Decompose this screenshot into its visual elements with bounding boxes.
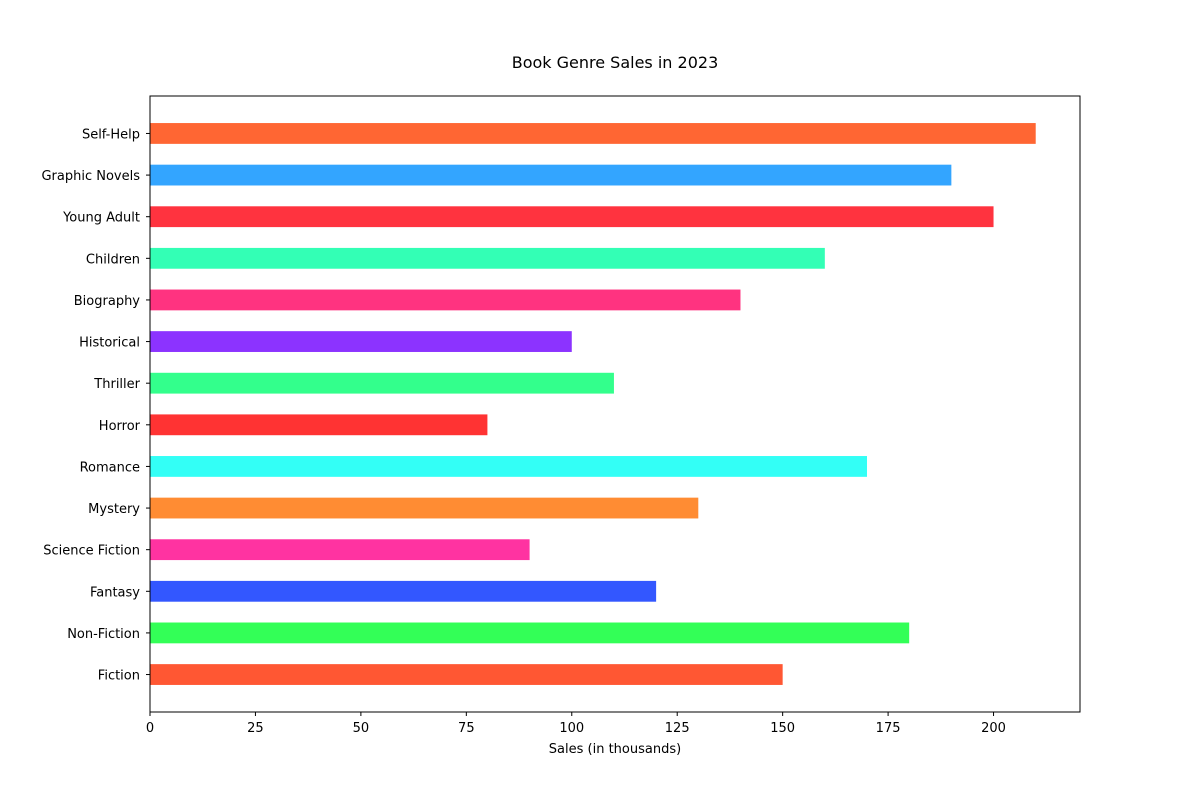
bar-horror bbox=[150, 414, 488, 436]
y-tick-label: Thriller bbox=[93, 377, 140, 392]
plot-frame bbox=[149, 95, 1081, 713]
y-tick-label: Science Fiction bbox=[43, 544, 140, 559]
x-tick-label: 75 bbox=[458, 721, 475, 736]
bar-science-fiction bbox=[150, 539, 530, 561]
bar-fantasy bbox=[150, 580, 657, 602]
bar-romance bbox=[150, 456, 868, 477]
y-tick-label: Fantasy bbox=[90, 585, 140, 600]
bar-self-help bbox=[150, 123, 1036, 144]
y-tick-label: Biography bbox=[74, 294, 141, 309]
x-tick-label: 100 bbox=[559, 721, 584, 736]
bar-non-fiction bbox=[150, 622, 910, 644]
y-axis-ticks: Fiction Non-Fiction Fantasy Science Fiction… bbox=[41, 127, 150, 684]
bar-fiction bbox=[150, 664, 783, 685]
x-tick-label: 125 bbox=[665, 721, 690, 736]
x-tick-label: 0 bbox=[146, 721, 154, 736]
bar-thriller bbox=[150, 372, 614, 394]
bar-young-adult bbox=[150, 206, 994, 228]
y-tick-label: Fiction bbox=[98, 669, 140, 684]
x-tick-label: 175 bbox=[876, 721, 901, 736]
y-tick-label: Historical bbox=[79, 336, 140, 351]
y-tick-label: Children bbox=[86, 252, 140, 267]
bar-children bbox=[150, 247, 825, 269]
y-tick-label: Self-Help bbox=[82, 127, 140, 142]
y-tick-label: Horror bbox=[99, 419, 141, 434]
bars-layer bbox=[150, 123, 1036, 685]
y-tick-label: Romance bbox=[80, 460, 140, 475]
y-tick-label: Mystery bbox=[88, 502, 140, 517]
x-tick-label: 150 bbox=[770, 721, 795, 736]
x-axis-ticks: 0 25 50 75 100 125 150 175 200 bbox=[146, 712, 1006, 736]
bar-biography bbox=[150, 289, 741, 311]
bar-historical bbox=[150, 331, 572, 352]
bar-mystery bbox=[150, 497, 699, 519]
x-axis-label: Sales (in thousands) bbox=[549, 742, 681, 757]
y-tick-label: Graphic Novels bbox=[41, 169, 140, 184]
y-tick-label: Non-Fiction bbox=[67, 627, 140, 642]
x-tick-label: 25 bbox=[247, 721, 264, 736]
y-tick-label: Young Adult bbox=[62, 211, 140, 226]
chart-title: Book Genre Sales in 2023 bbox=[512, 53, 719, 72]
x-tick-label: 50 bbox=[353, 721, 370, 736]
bar-graphic-novels bbox=[150, 164, 952, 186]
x-tick-label: 200 bbox=[981, 721, 1006, 736]
